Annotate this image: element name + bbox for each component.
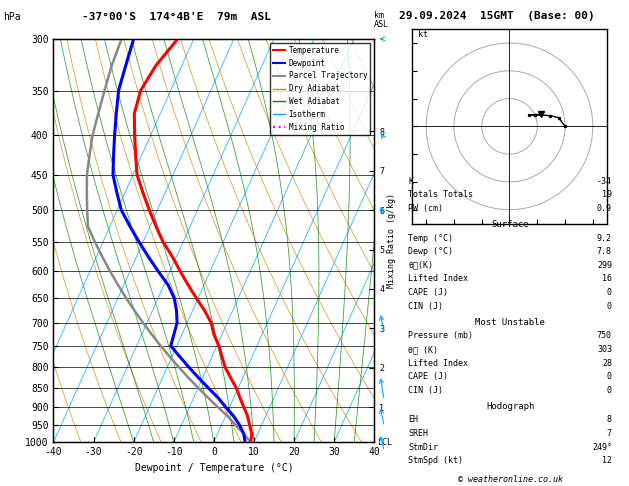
- Text: CIN (J): CIN (J): [408, 302, 443, 311]
- Text: 0: 0: [607, 386, 612, 395]
- Text: 19: 19: [602, 191, 612, 199]
- Text: 28: 28: [602, 359, 612, 367]
- Text: 12: 12: [602, 456, 612, 465]
- Text: θᴄ (K): θᴄ (K): [408, 345, 438, 354]
- Text: Most Unstable: Most Unstable: [475, 318, 545, 327]
- Text: CAPE (J): CAPE (J): [408, 372, 448, 381]
- Text: Temp (°C): Temp (°C): [408, 234, 454, 243]
- Text: Lifted Index: Lifted Index: [408, 359, 468, 367]
- Text: -34: -34: [597, 177, 612, 186]
- Text: StmDir: StmDir: [408, 443, 438, 451]
- Y-axis label: Mixing Ratio (g/kg): Mixing Ratio (g/kg): [387, 193, 396, 288]
- Text: SREH: SREH: [408, 429, 428, 438]
- Text: Pressure (mb): Pressure (mb): [408, 331, 473, 340]
- Legend: Temperature, Dewpoint, Parcel Trajectory, Dry Adiabat, Wet Adiabat, Isotherm, Mi: Temperature, Dewpoint, Parcel Trajectory…: [270, 43, 370, 135]
- Text: 750: 750: [597, 331, 612, 340]
- Text: LCL: LCL: [377, 438, 392, 447]
- Text: 9.2: 9.2: [597, 234, 612, 243]
- X-axis label: Dewpoint / Temperature (°C): Dewpoint / Temperature (°C): [135, 463, 293, 473]
- Text: EH: EH: [408, 416, 418, 424]
- Text: hPa: hPa: [3, 12, 21, 22]
- Text: 299: 299: [597, 261, 612, 270]
- Text: 0: 0: [607, 372, 612, 381]
- Text: 0.9: 0.9: [597, 204, 612, 213]
- Text: © weatheronline.co.uk: © weatheronline.co.uk: [458, 474, 562, 484]
- Text: -37°00'S  174°4B'E  79m  ASL: -37°00'S 174°4B'E 79m ASL: [82, 12, 270, 22]
- Text: 249°: 249°: [592, 443, 612, 451]
- Text: Lifted Index: Lifted Index: [408, 275, 468, 283]
- Text: Hodograph: Hodograph: [486, 402, 534, 411]
- Text: CAPE (J): CAPE (J): [408, 288, 448, 297]
- Text: kt: kt: [418, 31, 428, 39]
- Text: 29.09.2024  15GMT  (Base: 00): 29.09.2024 15GMT (Base: 00): [399, 11, 595, 21]
- Text: CIN (J): CIN (J): [408, 386, 443, 395]
- Text: 7.8: 7.8: [597, 247, 612, 256]
- Text: Surface: Surface: [491, 220, 529, 229]
- Text: 303: 303: [597, 345, 612, 354]
- Text: K: K: [408, 177, 413, 186]
- Text: 0: 0: [607, 288, 612, 297]
- Text: Dewp (°C): Dewp (°C): [408, 247, 454, 256]
- Text: 8: 8: [607, 416, 612, 424]
- Text: km: km: [374, 11, 384, 20]
- Text: Totals Totals: Totals Totals: [408, 191, 473, 199]
- Text: ASL: ASL: [374, 20, 389, 30]
- Text: PW (cm): PW (cm): [408, 204, 443, 213]
- Text: 0: 0: [607, 302, 612, 311]
- Text: StmSpd (kt): StmSpd (kt): [408, 456, 464, 465]
- Text: 7: 7: [607, 429, 612, 438]
- Text: 16: 16: [602, 275, 612, 283]
- Text: θᴄ(K): θᴄ(K): [408, 261, 433, 270]
